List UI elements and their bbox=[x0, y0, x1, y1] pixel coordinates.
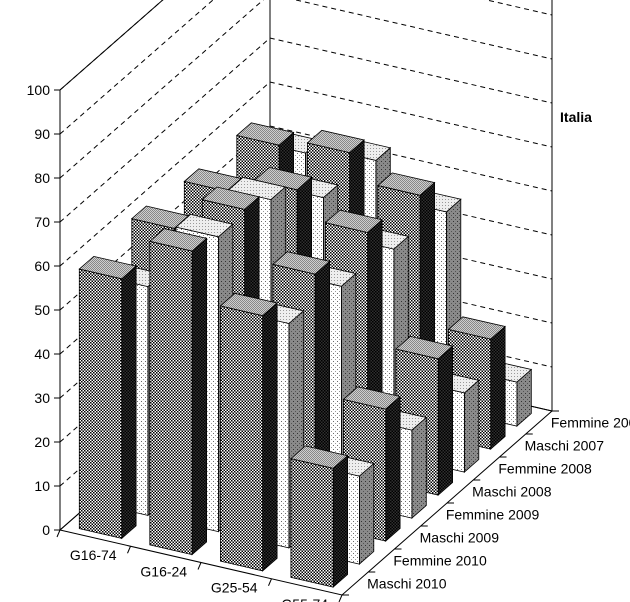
category-label: G25-54 bbox=[211, 580, 258, 596]
x-tick bbox=[56, 529, 61, 538]
series-label: Femmine 2010 bbox=[393, 553, 487, 569]
axes bbox=[54, 89, 559, 602]
gridline bbox=[59, 0, 164, 91]
bar-front bbox=[290, 458, 334, 588]
category-label: G55-74 bbox=[281, 596, 328, 602]
series-label: Maschi 2010 bbox=[367, 576, 447, 592]
z-tick-label: 40 bbox=[34, 346, 50, 362]
bar-top bbox=[201, 186, 260, 210]
bar-front bbox=[219, 305, 264, 572]
bar-side bbox=[262, 302, 278, 572]
z-tick-label: 90 bbox=[34, 126, 50, 142]
bar-top bbox=[78, 255, 137, 280]
bar-side bbox=[411, 416, 427, 519]
series-label: Maschi 2007 bbox=[525, 438, 605, 454]
chart-title: Italia bbox=[560, 109, 592, 125]
bars bbox=[78, 122, 533, 588]
bar-top bbox=[175, 213, 234, 238]
bar-top bbox=[235, 122, 295, 146]
bar-side bbox=[385, 395, 401, 542]
bar bbox=[219, 292, 278, 572]
bar-top bbox=[377, 172, 436, 196]
axis-labels: 0 10 20 30 40 50 60 70 80 90 100 G16-74 G16-24 G25-54… bbox=[27, 82, 630, 602]
bar-side bbox=[490, 325, 506, 450]
x-tick bbox=[127, 546, 131, 554]
bar-top bbox=[342, 386, 401, 410]
z-tick-label: 60 bbox=[34, 258, 50, 274]
gridline bbox=[59, 125, 553, 311]
z-tick-label: 50 bbox=[34, 302, 50, 318]
series-label: Maschi 2009 bbox=[420, 530, 500, 546]
bar-top bbox=[306, 129, 365, 154]
bar-top bbox=[148, 228, 208, 252]
bar-top bbox=[219, 292, 278, 317]
z-tick-label: 10 bbox=[34, 478, 50, 494]
bar-front bbox=[78, 268, 123, 539]
bar-side bbox=[437, 345, 454, 496]
bar bbox=[78, 255, 137, 540]
bar-front bbox=[149, 240, 193, 556]
z-tick-label: 70 bbox=[34, 214, 50, 230]
category-label: G16-74 bbox=[70, 547, 117, 563]
x-tick bbox=[268, 578, 272, 586]
gridline bbox=[59, 0, 553, 179]
bar-top bbox=[290, 445, 349, 469]
x-tick bbox=[338, 594, 343, 602]
z-tick-label: 20 bbox=[34, 434, 50, 450]
bar-top bbox=[272, 251, 331, 275]
gridline bbox=[59, 81, 553, 267]
category-label: G16-24 bbox=[140, 563, 187, 579]
bar-top bbox=[447, 316, 506, 340]
bar bbox=[148, 228, 208, 556]
series-label: Femmine 2007 bbox=[551, 415, 630, 431]
series-label: Femmine 2009 bbox=[446, 507, 540, 523]
bar-side bbox=[191, 237, 208, 556]
bar bbox=[290, 445, 349, 588]
x-tick bbox=[197, 562, 202, 570]
bar-side bbox=[121, 265, 137, 540]
z-tick-label: 30 bbox=[34, 390, 50, 406]
z-tick-label: 100 bbox=[27, 82, 51, 98]
z-tick-label: 0 bbox=[42, 522, 50, 538]
z-tick-label: 80 bbox=[34, 170, 50, 186]
gridline bbox=[59, 37, 553, 223]
bar-side bbox=[358, 462, 375, 565]
bar-top bbox=[324, 209, 383, 233]
bar-side bbox=[463, 379, 480, 473]
bar-top bbox=[395, 335, 454, 360]
series-label: Femmine 2008 bbox=[498, 461, 592, 477]
series-label: Maschi 2008 bbox=[472, 484, 552, 500]
gridline bbox=[59, 0, 553, 135]
bar-side bbox=[332, 454, 349, 588]
